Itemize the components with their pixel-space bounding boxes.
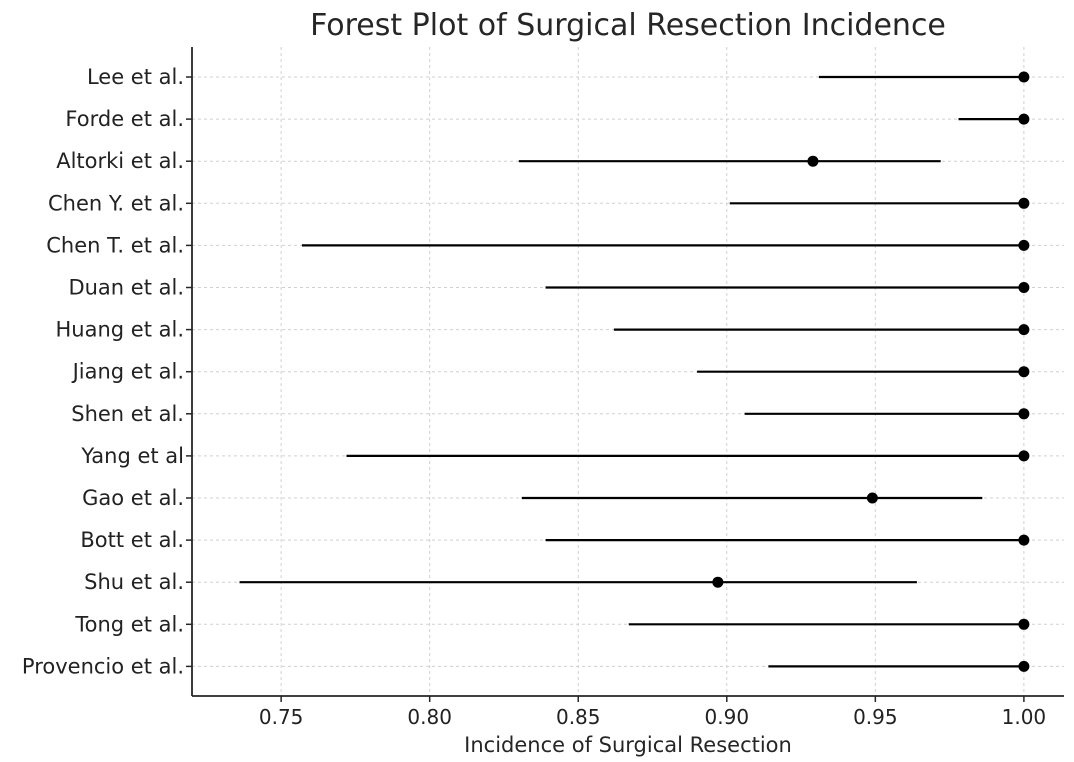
study-label: Yang et al bbox=[80, 444, 184, 468]
x-tick-label: 0.75 bbox=[259, 705, 304, 729]
point-estimate-marker bbox=[1018, 660, 1030, 672]
x-tick-label: 0.95 bbox=[853, 705, 898, 729]
point-estimate-marker bbox=[1018, 282, 1030, 293]
study-label: Chen Y. et al. bbox=[48, 191, 184, 215]
x-tick-label: 0.80 bbox=[407, 705, 452, 729]
study-label: Lee et al. bbox=[87, 65, 184, 89]
study-label: Gao et al. bbox=[82, 486, 184, 510]
point-estimate-marker bbox=[1018, 113, 1030, 125]
chart-title: Forest Plot of Surgical Resection Incide… bbox=[310, 8, 946, 43]
point-estimate-marker bbox=[807, 155, 819, 167]
x-tick-label: 0.90 bbox=[705, 705, 750, 729]
point-estimate-marker bbox=[712, 576, 724, 588]
study-label: Forde et al. bbox=[65, 107, 184, 131]
point-estimate-marker bbox=[1018, 366, 1030, 378]
study-label: Huang et al. bbox=[56, 318, 185, 342]
x-tick-label: 0.85 bbox=[556, 705, 601, 729]
study-label: Chen T. et al. bbox=[46, 233, 184, 257]
study-label: Jiang et al. bbox=[71, 360, 184, 384]
marker-layer bbox=[712, 71, 1030, 672]
study-label-layer: Lee et al. Forde et al. Altorki et al. Chen… bbox=[22, 65, 192, 678]
study-label: Shu et al. bbox=[84, 570, 184, 594]
point-estimate-marker bbox=[1018, 618, 1030, 630]
study-label: Duan et al. bbox=[68, 276, 184, 300]
point-estimate-marker bbox=[866, 492, 878, 504]
x-tick-layer: 0.75 0.80 0.85 0.90 0.95 1.00 bbox=[259, 696, 1046, 729]
study-label: Shen et al. bbox=[71, 402, 184, 426]
x-axis-title: Incidence of Surgical Resection bbox=[464, 733, 792, 757]
study-label: Tong et al. bbox=[74, 612, 184, 636]
study-label: Bott et al. bbox=[80, 528, 184, 552]
interval-layer bbox=[239, 75, 1024, 668]
study-label: Altorki et al. bbox=[56, 149, 184, 173]
point-estimate-marker bbox=[1018, 324, 1030, 336]
point-estimate-marker bbox=[1018, 408, 1030, 420]
point-estimate-marker bbox=[1018, 450, 1030, 462]
point-estimate-marker bbox=[1018, 197, 1030, 209]
point-estimate-marker bbox=[1018, 71, 1030, 83]
point-estimate-marker bbox=[1018, 239, 1030, 251]
study-label: Provencio et al. bbox=[22, 654, 184, 678]
point-estimate-marker bbox=[1018, 534, 1030, 546]
x-tick-label: 1.00 bbox=[1002, 705, 1047, 729]
